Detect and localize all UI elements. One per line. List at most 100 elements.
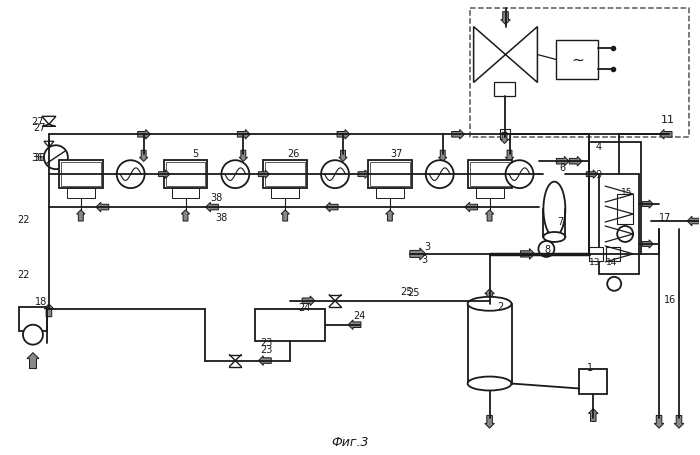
Polygon shape <box>556 157 569 167</box>
Polygon shape <box>465 203 477 212</box>
Text: 24: 24 <box>353 310 365 320</box>
Ellipse shape <box>543 233 566 243</box>
Bar <box>256 309 325 313</box>
Polygon shape <box>348 320 361 330</box>
Bar <box>617 195 633 224</box>
Circle shape <box>505 161 533 189</box>
Polygon shape <box>659 130 672 140</box>
Bar <box>470 9 689 138</box>
Polygon shape <box>358 171 369 179</box>
Text: 5: 5 <box>193 149 199 159</box>
Text: 4: 4 <box>595 142 601 152</box>
Bar <box>556 40 598 80</box>
Text: 11: 11 <box>661 115 675 125</box>
Bar <box>164 161 207 189</box>
Text: 14: 14 <box>606 258 617 267</box>
Bar <box>166 163 205 187</box>
Text: 18: 18 <box>35 296 47 306</box>
Bar <box>580 369 607 373</box>
Bar <box>59 161 103 189</box>
Polygon shape <box>139 151 148 162</box>
Bar <box>370 163 410 187</box>
Bar <box>368 161 412 189</box>
Bar <box>468 304 512 384</box>
Polygon shape <box>474 28 505 83</box>
Polygon shape <box>159 171 170 179</box>
Polygon shape <box>410 248 426 260</box>
Text: 17: 17 <box>659 212 671 222</box>
Polygon shape <box>642 201 653 209</box>
Text: 9: 9 <box>595 170 601 180</box>
Bar <box>271 189 299 199</box>
Text: Фиг.3: Фиг.3 <box>331 435 369 448</box>
Polygon shape <box>485 415 494 428</box>
Polygon shape <box>44 304 54 317</box>
Polygon shape <box>587 171 597 179</box>
Text: 27: 27 <box>31 117 43 127</box>
Polygon shape <box>181 210 190 222</box>
Bar <box>470 163 510 187</box>
Text: ~: ~ <box>571 53 584 68</box>
Text: 26: 26 <box>287 149 300 159</box>
Polygon shape <box>239 151 248 162</box>
Polygon shape <box>505 28 538 83</box>
Polygon shape <box>44 142 54 148</box>
Circle shape <box>617 227 633 243</box>
Ellipse shape <box>468 377 512 391</box>
Circle shape <box>44 146 68 170</box>
Bar <box>19 307 47 331</box>
Bar <box>256 314 325 319</box>
Bar <box>606 248 620 261</box>
Polygon shape <box>674 415 684 428</box>
Bar <box>61 163 101 187</box>
Bar <box>376 189 404 199</box>
Text: 22: 22 <box>17 269 29 279</box>
Polygon shape <box>206 203 218 212</box>
Polygon shape <box>452 130 465 140</box>
Text: 38: 38 <box>211 192 223 202</box>
Circle shape <box>221 161 249 189</box>
Bar <box>589 143 641 254</box>
Polygon shape <box>500 133 509 144</box>
Bar <box>580 384 607 388</box>
Bar <box>580 374 607 378</box>
Polygon shape <box>326 203 338 212</box>
Polygon shape <box>27 353 39 369</box>
Text: 3: 3 <box>422 254 428 264</box>
Bar <box>589 248 603 261</box>
Text: 8: 8 <box>545 244 550 254</box>
Polygon shape <box>521 249 535 260</box>
Text: 24: 24 <box>298 302 311 312</box>
Text: 2: 2 <box>498 301 504 311</box>
Text: 1: 1 <box>587 362 594 372</box>
Ellipse shape <box>468 297 512 311</box>
Polygon shape <box>258 356 271 365</box>
Bar <box>475 189 503 199</box>
Polygon shape <box>589 409 598 421</box>
Polygon shape <box>485 210 494 222</box>
Text: 36: 36 <box>33 153 46 163</box>
Polygon shape <box>642 240 653 248</box>
Polygon shape <box>237 130 250 140</box>
Polygon shape <box>386 210 394 222</box>
Bar <box>256 320 325 324</box>
Polygon shape <box>569 157 582 167</box>
Polygon shape <box>485 289 494 302</box>
Bar <box>265 163 305 187</box>
Bar <box>468 161 512 189</box>
Bar <box>256 325 325 330</box>
Text: 15: 15 <box>621 187 633 196</box>
Polygon shape <box>687 217 700 226</box>
Text: 16: 16 <box>664 294 676 304</box>
Circle shape <box>538 242 554 258</box>
Polygon shape <box>42 125 56 127</box>
Bar <box>256 331 325 335</box>
Text: 3: 3 <box>425 242 431 252</box>
Circle shape <box>321 161 349 189</box>
Polygon shape <box>76 210 85 222</box>
Polygon shape <box>302 296 315 306</box>
Polygon shape <box>339 151 347 162</box>
Bar <box>256 309 325 341</box>
Polygon shape <box>138 130 150 140</box>
Circle shape <box>117 161 145 189</box>
